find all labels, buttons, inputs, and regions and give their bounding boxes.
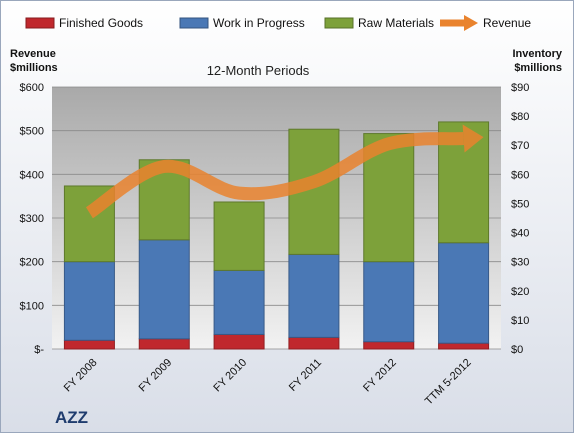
bar-segment-work-in-progress: [363, 261, 415, 343]
left-tick-label: $200: [20, 257, 44, 269]
bar-segment-work-in-progress: [438, 242, 490, 344]
bar-segment-finished-goods: [63, 339, 115, 350]
left-axis-label-line2: $millions: [10, 62, 58, 74]
left-tick-label: $100: [20, 300, 44, 312]
left-axis-ticks: $- $100 $200 $300 $400 $500 $600: [20, 82, 45, 356]
bar-segment-finished-goods: [438, 342, 490, 350]
gridlines: [52, 86, 501, 350]
legend-label: Work in Progress: [213, 16, 305, 30]
bar-segment-raw-materials: [213, 201, 265, 271]
legend: Finished Goods Work in Progress Raw Materi…: [25, 15, 531, 31]
legend-swatch: [25, 17, 55, 29]
legend-label: Raw Materials: [358, 16, 434, 30]
bar-segment-work-in-progress: [213, 269, 265, 335]
legend-swatch: [179, 17, 209, 29]
left-tick-label: $600: [20, 82, 44, 94]
ticker-label: AZZ: [55, 408, 88, 427]
left-tick-label: $-: [34, 344, 44, 356]
left-tick-label: $300: [20, 213, 44, 225]
right-tick-label: $80: [511, 111, 529, 123]
right-tick-label: $60: [511, 169, 529, 181]
legend-label: Revenue: [483, 16, 531, 30]
right-axis-ticks: $0 $10 $20 $30 $40 $50 $60 $70 $80 $90: [511, 82, 529, 356]
bar-segment-work-in-progress: [138, 239, 190, 340]
bar-segment-work-in-progress: [288, 253, 340, 338]
bar-segment-finished-goods: [288, 336, 340, 350]
left-axis-label-line1: Revenue: [10, 48, 56, 60]
right-tick-label: $10: [511, 315, 529, 327]
revenue-line: [85, 124, 484, 219]
revenue-arrowhead: [462, 124, 484, 153]
left-tick-label: $500: [20, 126, 44, 138]
right-tick-label: $30: [511, 257, 529, 269]
right-tick-label: $0: [511, 344, 523, 356]
legend-swatch: [324, 17, 354, 29]
bar-segment-finished-goods: [138, 338, 190, 350]
legend-label: Finished Goods: [59, 16, 143, 30]
right-tick-label: $50: [511, 198, 529, 210]
right-axis-label-line2: $millions: [514, 62, 562, 74]
bar-segment-finished-goods: [213, 333, 265, 350]
right-tick-label: $20: [511, 286, 529, 298]
bar-segment-finished-goods: [363, 341, 415, 350]
right-axis-label-line1: Inventory: [512, 48, 562, 60]
chart-title: 12-Month Periods: [207, 63, 310, 78]
right-tick-label: $70: [511, 140, 529, 152]
bar-segment-work-in-progress: [63, 261, 115, 341]
right-tick-label: $40: [511, 228, 529, 240]
right-tick-label: $90: [511, 82, 529, 94]
revenue-line-path: [85, 132, 465, 219]
legend-swatch-arrow: [464, 15, 478, 31]
left-tick-label: $400: [20, 169, 44, 181]
